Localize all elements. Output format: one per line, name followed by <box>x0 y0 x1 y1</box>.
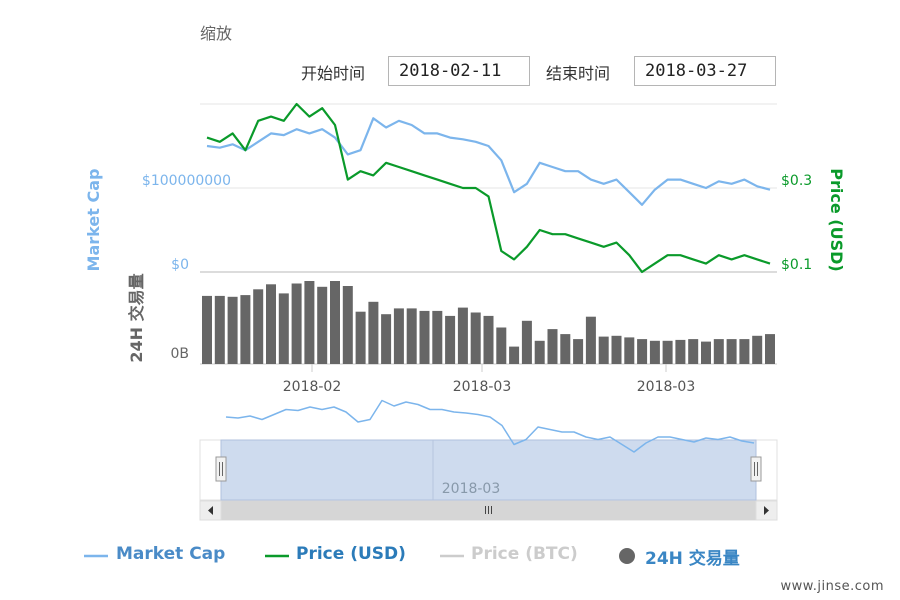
volume-bar <box>317 286 328 364</box>
volume-bar <box>662 340 673 364</box>
navigator-line-market-cap <box>225 399 755 453</box>
volume-bar <box>611 335 622 364</box>
scroll-right-button[interactable] <box>755 500 778 521</box>
series-line-market-cap <box>206 117 771 206</box>
volume-bar <box>291 283 302 364</box>
volume-bar <box>419 310 430 364</box>
navigator-series <box>225 399 755 453</box>
volume-bar <box>726 339 737 364</box>
left-axis-title: Market Cap <box>84 169 103 272</box>
volume-bar <box>470 312 481 364</box>
volume-bar <box>521 320 532 364</box>
volume-bar <box>496 327 507 364</box>
volume-bar <box>624 337 635 364</box>
series-line-price-usd <box>206 102 771 274</box>
volume-bar <box>342 286 353 364</box>
volume-bar <box>457 307 468 364</box>
arrow-right-icon <box>764 506 769 515</box>
navigator-left-handle[interactable] <box>215 456 227 482</box>
volume-bar <box>649 340 660 364</box>
end-date-input[interactable]: 2018-03-27 <box>634 56 776 86</box>
scrollbar-grip-icon <box>485 506 492 514</box>
volume-bar <box>240 295 251 364</box>
volume-bar <box>547 329 558 364</box>
volume-bar <box>393 308 404 364</box>
series-lines <box>206 102 771 274</box>
volume-bar <box>330 281 340 364</box>
left-axis-tick: $0 <box>171 257 189 273</box>
volume-bar <box>713 339 724 364</box>
volume-bar <box>598 336 609 364</box>
volume-bar <box>278 293 289 364</box>
x-tick-label: 2018-03 <box>453 379 512 395</box>
right-axis-title: Price (USD) <box>827 168 846 271</box>
volume-bar <box>202 295 212 364</box>
end-date-label: 结束时间 <box>546 64 611 83</box>
legend-item-market-cap[interactable]: Market Cap <box>116 544 226 564</box>
right-axis-tick: $0.1 <box>781 257 812 273</box>
arrow-left-icon <box>208 506 213 515</box>
volume-axis-title: 24H 交易量 <box>127 273 146 362</box>
volume-bar <box>585 316 596 364</box>
volume-bar <box>675 339 686 364</box>
volume-bar <box>752 335 763 364</box>
volume-bar <box>509 346 520 364</box>
scroll-left-button[interactable] <box>199 500 222 521</box>
legend-item-volume[interactable]: 24H 交易量 <box>645 549 740 569</box>
volume-bar <box>560 334 571 364</box>
volume-bar <box>573 339 584 364</box>
volume-bars <box>202 281 775 365</box>
start-date-label: 开始时间 <box>301 64 366 83</box>
volume-bar <box>701 341 711 364</box>
volume-bar <box>445 315 456 364</box>
volume-axis-tick: 0B <box>170 346 189 362</box>
left-axis-tick: $100000000 <box>142 173 231 189</box>
volume-bar <box>432 310 443 364</box>
volume-bar <box>253 289 264 364</box>
volume-bar <box>355 311 366 364</box>
legend-symbol-volume <box>619 548 635 564</box>
watermark: www.jinse.com <box>780 579 884 594</box>
volume-bar <box>637 339 648 364</box>
zoom-label: 缩放 <box>200 24 233 43</box>
volume-bar <box>406 308 417 364</box>
volume-bar <box>214 295 225 364</box>
volume-bar <box>368 301 379 365</box>
volume-bar <box>739 339 750 364</box>
start-date-input[interactable]: 2018-02-11 <box>388 56 530 86</box>
volume-bar <box>381 314 392 364</box>
navigator-tick-label: 2018-03 <box>442 481 501 497</box>
volume-bar <box>765 334 775 364</box>
volume-bar <box>266 284 276 364</box>
x-tick-label: 2018-03 <box>637 379 696 395</box>
volume-bar <box>534 340 545 364</box>
legend-item-price-usd[interactable]: Price (USD) <box>296 544 406 564</box>
navigator-right-handle[interactable] <box>750 456 762 482</box>
volume-bar <box>483 315 494 364</box>
volume-bar <box>688 339 699 364</box>
right-axis-tick: $0.3 <box>781 173 812 189</box>
volume-bar <box>304 281 315 364</box>
volume-bar <box>227 296 238 364</box>
x-tick-label: 2018-02 <box>283 379 342 395</box>
legend-item-price-btc[interactable]: Price (BTC) <box>471 544 578 564</box>
navigator-selection[interactable] <box>220 439 757 501</box>
